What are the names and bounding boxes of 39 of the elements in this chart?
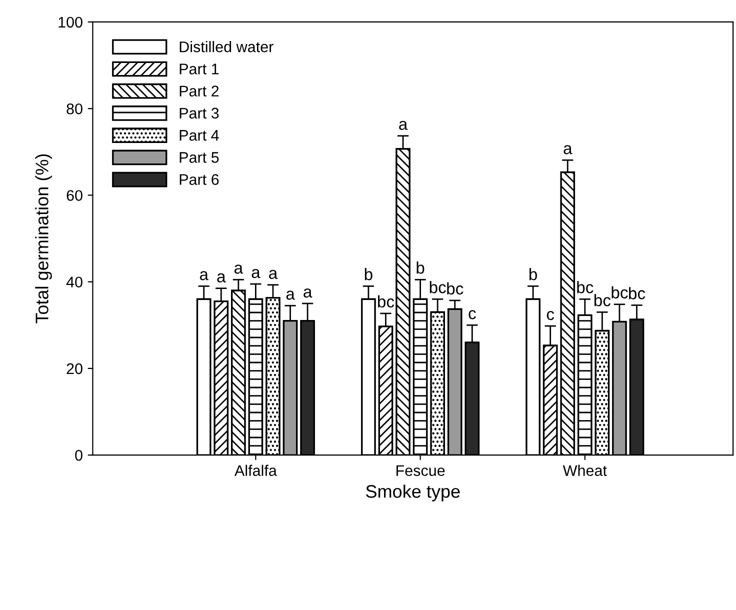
legend-label: Distilled water <box>180 41 274 52</box>
legend-label: Part 6 <box>180 174 219 185</box>
legend-label: Part 1 <box>180 64 219 74</box>
y-axis-title: Total germination (%) <box>35 154 52 324</box>
data-label: bc <box>577 281 594 294</box>
y-tick-label: 40 <box>66 276 82 288</box>
y-tick-label: 20 <box>66 363 82 374</box>
x-tick-label: Alfalfa <box>234 464 277 476</box>
x-tick-label: Fescue <box>396 465 445 476</box>
data-label: a <box>234 264 244 274</box>
data-label: bc <box>430 281 446 294</box>
data-label: bc <box>629 287 646 300</box>
data-label: a <box>399 120 408 130</box>
data-label: b <box>530 268 537 280</box>
y-tick-label: 60 <box>66 190 82 201</box>
x-axis-title: Smoke type <box>366 484 460 502</box>
data-label: c <box>468 310 476 320</box>
y-tick-label: 80 <box>66 103 82 114</box>
data-label: a <box>286 290 295 300</box>
legend-label: Part 5 <box>180 152 219 163</box>
data-label: bc <box>378 295 394 308</box>
data-label: a <box>564 145 572 154</box>
data-label: b <box>364 268 372 280</box>
data-label: a <box>200 271 208 280</box>
y-tick-label: 100 <box>58 16 82 28</box>
data-label: c <box>546 310 554 320</box>
data-label: b <box>416 262 424 274</box>
data-label: bc <box>447 282 464 295</box>
data-label: a <box>269 270 278 279</box>
data-label: a <box>252 268 260 278</box>
data-label: a <box>304 288 312 298</box>
data-label: a <box>217 273 226 282</box>
legend-label: Part 4 <box>180 130 219 141</box>
legend-label: Part 3 <box>180 108 219 119</box>
legend-label: Part 2 <box>180 86 219 96</box>
y-tick-label: 0 <box>75 450 82 461</box>
x-tick-label: Wheat <box>562 464 607 476</box>
data-label: bc <box>594 294 611 306</box>
data-label: bc <box>612 286 628 298</box>
